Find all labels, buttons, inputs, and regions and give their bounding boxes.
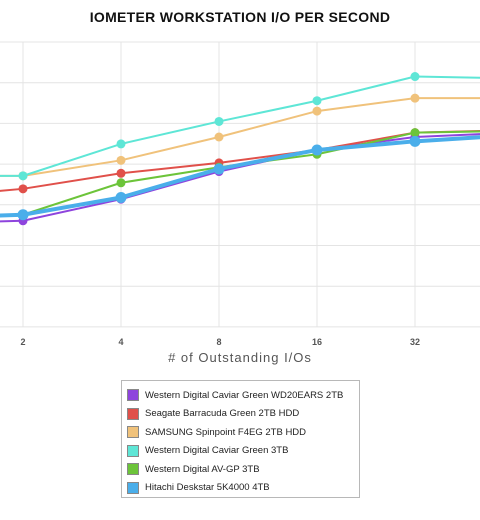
data-point [116, 168, 126, 178]
legend-item: Western Digital Caviar Green WD20EARS 2T… [127, 386, 359, 405]
data-point [18, 184, 28, 194]
x-tick-label: 8 [216, 337, 221, 347]
x-axis-label: # of Outstanding I/Os [168, 350, 312, 365]
legend-item: Western Digital AV-GP 3TB [127, 460, 359, 479]
legend-label: SAMSUNG Spinpoint F4EG 2TB HDD [145, 426, 307, 438]
data-point [409, 135, 421, 147]
chart-title: IOMETER WORKSTATION I/O PER SECOND [89, 9, 391, 25]
legend-label: Western Digital AV-GP 3TB [145, 463, 260, 475]
legend-swatch [127, 481, 139, 494]
data-point [410, 93, 420, 103]
series-line [0, 133, 480, 223]
data-point [312, 96, 322, 106]
data-point [116, 178, 126, 188]
series-0 [0, 132, 480, 226]
series-3 [0, 72, 480, 181]
data-point [410, 128, 420, 138]
legend-swatch [127, 389, 139, 402]
x-tick-labels: 2 4 8 16 32 [20, 337, 420, 347]
data-point [115, 191, 127, 203]
x-tick-label: 16 [312, 337, 322, 347]
x-tick-label: 2 [20, 337, 25, 347]
data-point [312, 106, 322, 116]
data-point [214, 132, 224, 142]
legend-swatch [127, 426, 139, 439]
legend-swatch [127, 444, 139, 457]
x-tick-label: 4 [118, 337, 123, 347]
legend-label: Western Digital Caviar Green WD20EARS 2T… [145, 389, 344, 401]
data-point [116, 139, 126, 149]
x-tick-label: 32 [410, 337, 420, 347]
legend-swatch [127, 407, 139, 420]
legend-label: Seagate Barracuda Green 2TB HDD [145, 408, 300, 420]
grid [0, 41, 480, 328]
series-line [0, 135, 480, 218]
legend: Western Digital Caviar Green WD20EARS 2T… [121, 380, 360, 498]
legend-label: Hitachi Deskstar 5K4000 4TB [145, 482, 270, 494]
data-point [116, 155, 126, 165]
legend-swatch [127, 463, 139, 476]
data-point [214, 116, 224, 126]
legend-item: SAMSUNG Spinpoint F4EG 2TB HDD [127, 423, 359, 442]
data-point [213, 163, 225, 175]
series-layer [0, 72, 480, 226]
data-point [18, 171, 28, 181]
legend-item: Seagate Barracuda Green 2TB HDD [127, 405, 359, 424]
data-point [311, 144, 323, 156]
legend-item: Hitachi Deskstar 5K4000 4TB [127, 479, 359, 498]
data-point [410, 72, 420, 82]
legend-item: Western Digital Caviar Green 3TB [127, 442, 359, 461]
data-point [17, 209, 29, 221]
legend-label: Western Digital Caviar Green 3TB [145, 445, 289, 457]
series-5 [0, 135, 480, 221]
